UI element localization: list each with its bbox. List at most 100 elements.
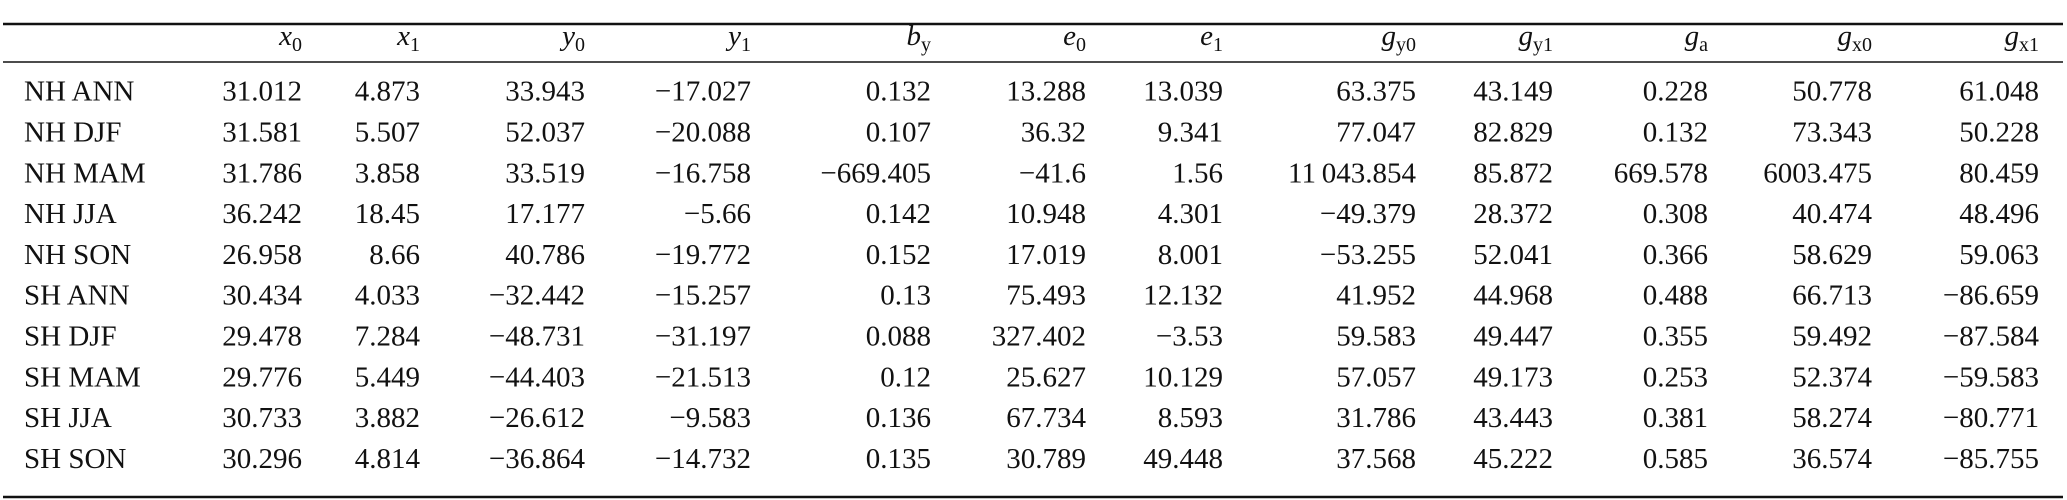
cell: 5.449: [355, 361, 420, 393]
column-header: e1: [1200, 20, 1223, 56]
cell: −32.442: [489, 280, 585, 312]
cell: 58.629: [1792, 239, 1872, 271]
column-header: gx1: [2005, 20, 2040, 56]
cell: −14.732: [655, 443, 751, 475]
cell: 0.132: [1643, 116, 1708, 148]
header-subscript: a: [1699, 34, 1708, 56]
header-symbol: g: [1519, 20, 1534, 52]
header-subscript: 0: [1076, 34, 1086, 56]
cell: 10.129: [1143, 361, 1223, 393]
cell: 50.228: [1959, 116, 2039, 148]
cell: 0.308: [1643, 198, 1708, 230]
cell: 1.56: [1172, 157, 1223, 189]
cell: 85.872: [1473, 157, 1553, 189]
cell: −17.027: [655, 76, 751, 108]
cell: −85.755: [1943, 443, 2039, 475]
cell: 43.443: [1473, 402, 1553, 434]
cell: 3.882: [355, 402, 420, 434]
header-subscript: 1: [1213, 34, 1223, 56]
cell: 45.222: [1473, 443, 1553, 475]
cell: 30.434: [222, 280, 302, 312]
cell: 30.733: [222, 402, 302, 434]
column-header: gx0: [1838, 20, 1873, 56]
cell: 80.459: [1959, 157, 2039, 189]
cell: −80.771: [1943, 402, 2039, 434]
cell: 82.829: [1473, 116, 1553, 148]
cell: −26.612: [489, 402, 585, 434]
cell: −3.53: [1156, 320, 1223, 352]
cell: 75.493: [1006, 280, 1086, 312]
cell: −669.405: [820, 157, 931, 189]
cell: 327.402: [992, 320, 1086, 352]
header-subscript: x1: [2019, 34, 2039, 56]
cell: −59.583: [1943, 361, 2039, 393]
cell: 10.948: [1006, 198, 1086, 230]
header-subscript: 1: [741, 34, 751, 56]
header-subscript: y: [921, 34, 931, 56]
cell: −15.257: [655, 280, 751, 312]
cell: −49.379: [1320, 198, 1416, 230]
row-label: NH SON: [24, 239, 131, 271]
cell: 37.568: [1336, 443, 1416, 475]
cell: 18.45: [355, 198, 420, 230]
cell: 59.492: [1792, 320, 1872, 352]
cell: 13.039: [1143, 76, 1223, 108]
cell: 25.627: [1006, 361, 1086, 393]
cell: 40.786: [505, 239, 585, 271]
cell: 17.019: [1006, 239, 1086, 271]
header-symbol: g: [2005, 20, 2020, 52]
cell: 3.858: [355, 157, 420, 189]
column-header: e0: [1063, 20, 1086, 56]
cell: 13.288: [1006, 76, 1086, 108]
cell: 0.135: [866, 443, 931, 475]
row-label: SH ANN: [24, 280, 130, 312]
column-header: gy1: [1519, 20, 1554, 56]
cell: 0.488: [1643, 280, 1708, 312]
cell: 6003.475: [1763, 157, 1872, 189]
cell: 17.177: [505, 198, 585, 230]
cell: 49.173: [1473, 361, 1553, 393]
cell: 49.447: [1473, 320, 1553, 352]
cell: 0.585: [1643, 443, 1708, 475]
row-label: SH JJA: [24, 402, 112, 434]
cell: −87.584: [1943, 320, 2040, 352]
column-header: x0: [278, 20, 302, 56]
cell: 0.253: [1643, 361, 1708, 393]
cell: 59.063: [1959, 239, 2039, 271]
cell: 0.381: [1643, 402, 1708, 434]
cell: 73.343: [1792, 116, 1872, 148]
header-symbol: g: [1838, 20, 1853, 52]
cell: −86.659: [1943, 280, 2039, 312]
row-label: NH JJA: [24, 198, 117, 230]
cell: −44.403: [489, 361, 585, 393]
cell: −5.66: [684, 198, 751, 230]
cell: −20.088: [655, 116, 751, 148]
cell: 29.776: [222, 361, 302, 393]
cell: 36.32: [1021, 116, 1086, 148]
cell: 0.107: [866, 116, 931, 148]
column-header: gy0: [1382, 20, 1417, 56]
cell: 669.578: [1614, 157, 1708, 189]
row-label: NH ANN: [24, 76, 134, 108]
cell: 77.047: [1336, 116, 1416, 148]
cell: 8.66: [369, 239, 420, 271]
header-symbol: y: [725, 20, 741, 52]
row-label: SH SON: [24, 443, 126, 475]
header-subscript: y1: [1533, 34, 1553, 56]
cell: −21.513: [655, 361, 751, 393]
cell: 0.088: [866, 320, 931, 352]
cell: 57.057: [1336, 361, 1416, 393]
column-header: x1: [396, 20, 420, 56]
column-header: y1: [725, 20, 751, 56]
cell: 61.048: [1959, 76, 2039, 108]
cell: 4.814: [355, 443, 421, 475]
cell: −48.731: [489, 320, 585, 352]
header-symbol: x: [396, 20, 410, 52]
cell: 44.968: [1473, 280, 1553, 312]
cell: 4.033: [355, 280, 420, 312]
header-symbol: b: [907, 20, 922, 52]
cell: 33.519: [505, 157, 585, 189]
column-header: ga: [1685, 20, 1709, 56]
header-symbol: g: [1685, 20, 1700, 52]
cell: 0.355: [1643, 320, 1708, 352]
